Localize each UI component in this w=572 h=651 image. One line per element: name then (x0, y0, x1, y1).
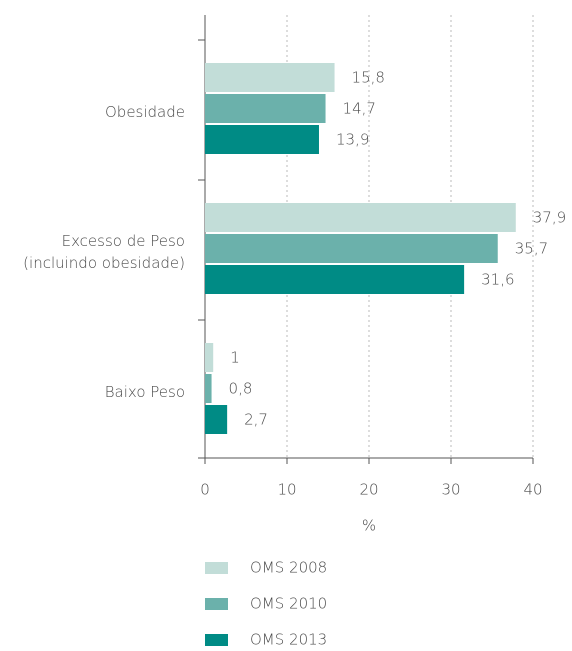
legend-swatch (205, 562, 228, 574)
x-tick-label: 30 (441, 481, 460, 499)
value-label: 13,9 (336, 131, 369, 149)
x-tick-label: 40 (523, 481, 542, 499)
legend-swatch (205, 634, 228, 646)
y-tick-label: Obesidade (105, 103, 185, 121)
x-axis-label: % (362, 517, 376, 535)
legend-label: OMS 2013 (250, 631, 327, 648)
bar (205, 125, 319, 154)
x-tick-label: 20 (359, 481, 378, 499)
bar (205, 405, 228, 434)
bar (205, 63, 335, 92)
bar (205, 94, 326, 123)
value-label: 2,7 (244, 411, 268, 429)
value-label: 1 (230, 349, 240, 367)
value-label: 31,6 (481, 271, 514, 289)
y-tick-label: Baixo Peso (105, 383, 185, 401)
legend-swatch (205, 598, 228, 610)
value-label: 0,8 (229, 380, 253, 398)
bar (205, 374, 212, 403)
x-tick-label: 0 (200, 481, 210, 499)
value-label: 15,8 (352, 69, 385, 87)
value-label: 35,7 (515, 240, 548, 258)
bar (205, 265, 465, 294)
y-tick-label: Excesso de Peso (incluindo obesidade) (23, 232, 185, 272)
bar (205, 203, 516, 232)
bar (205, 343, 214, 372)
value-label: 14,7 (343, 100, 376, 118)
legend-label: OMS 2010 (250, 595, 327, 613)
bar (205, 234, 498, 263)
value-label: 37,9 (533, 209, 566, 227)
x-tick-label: 10 (277, 481, 296, 499)
legend-label: OMS 2008 (250, 559, 327, 577)
